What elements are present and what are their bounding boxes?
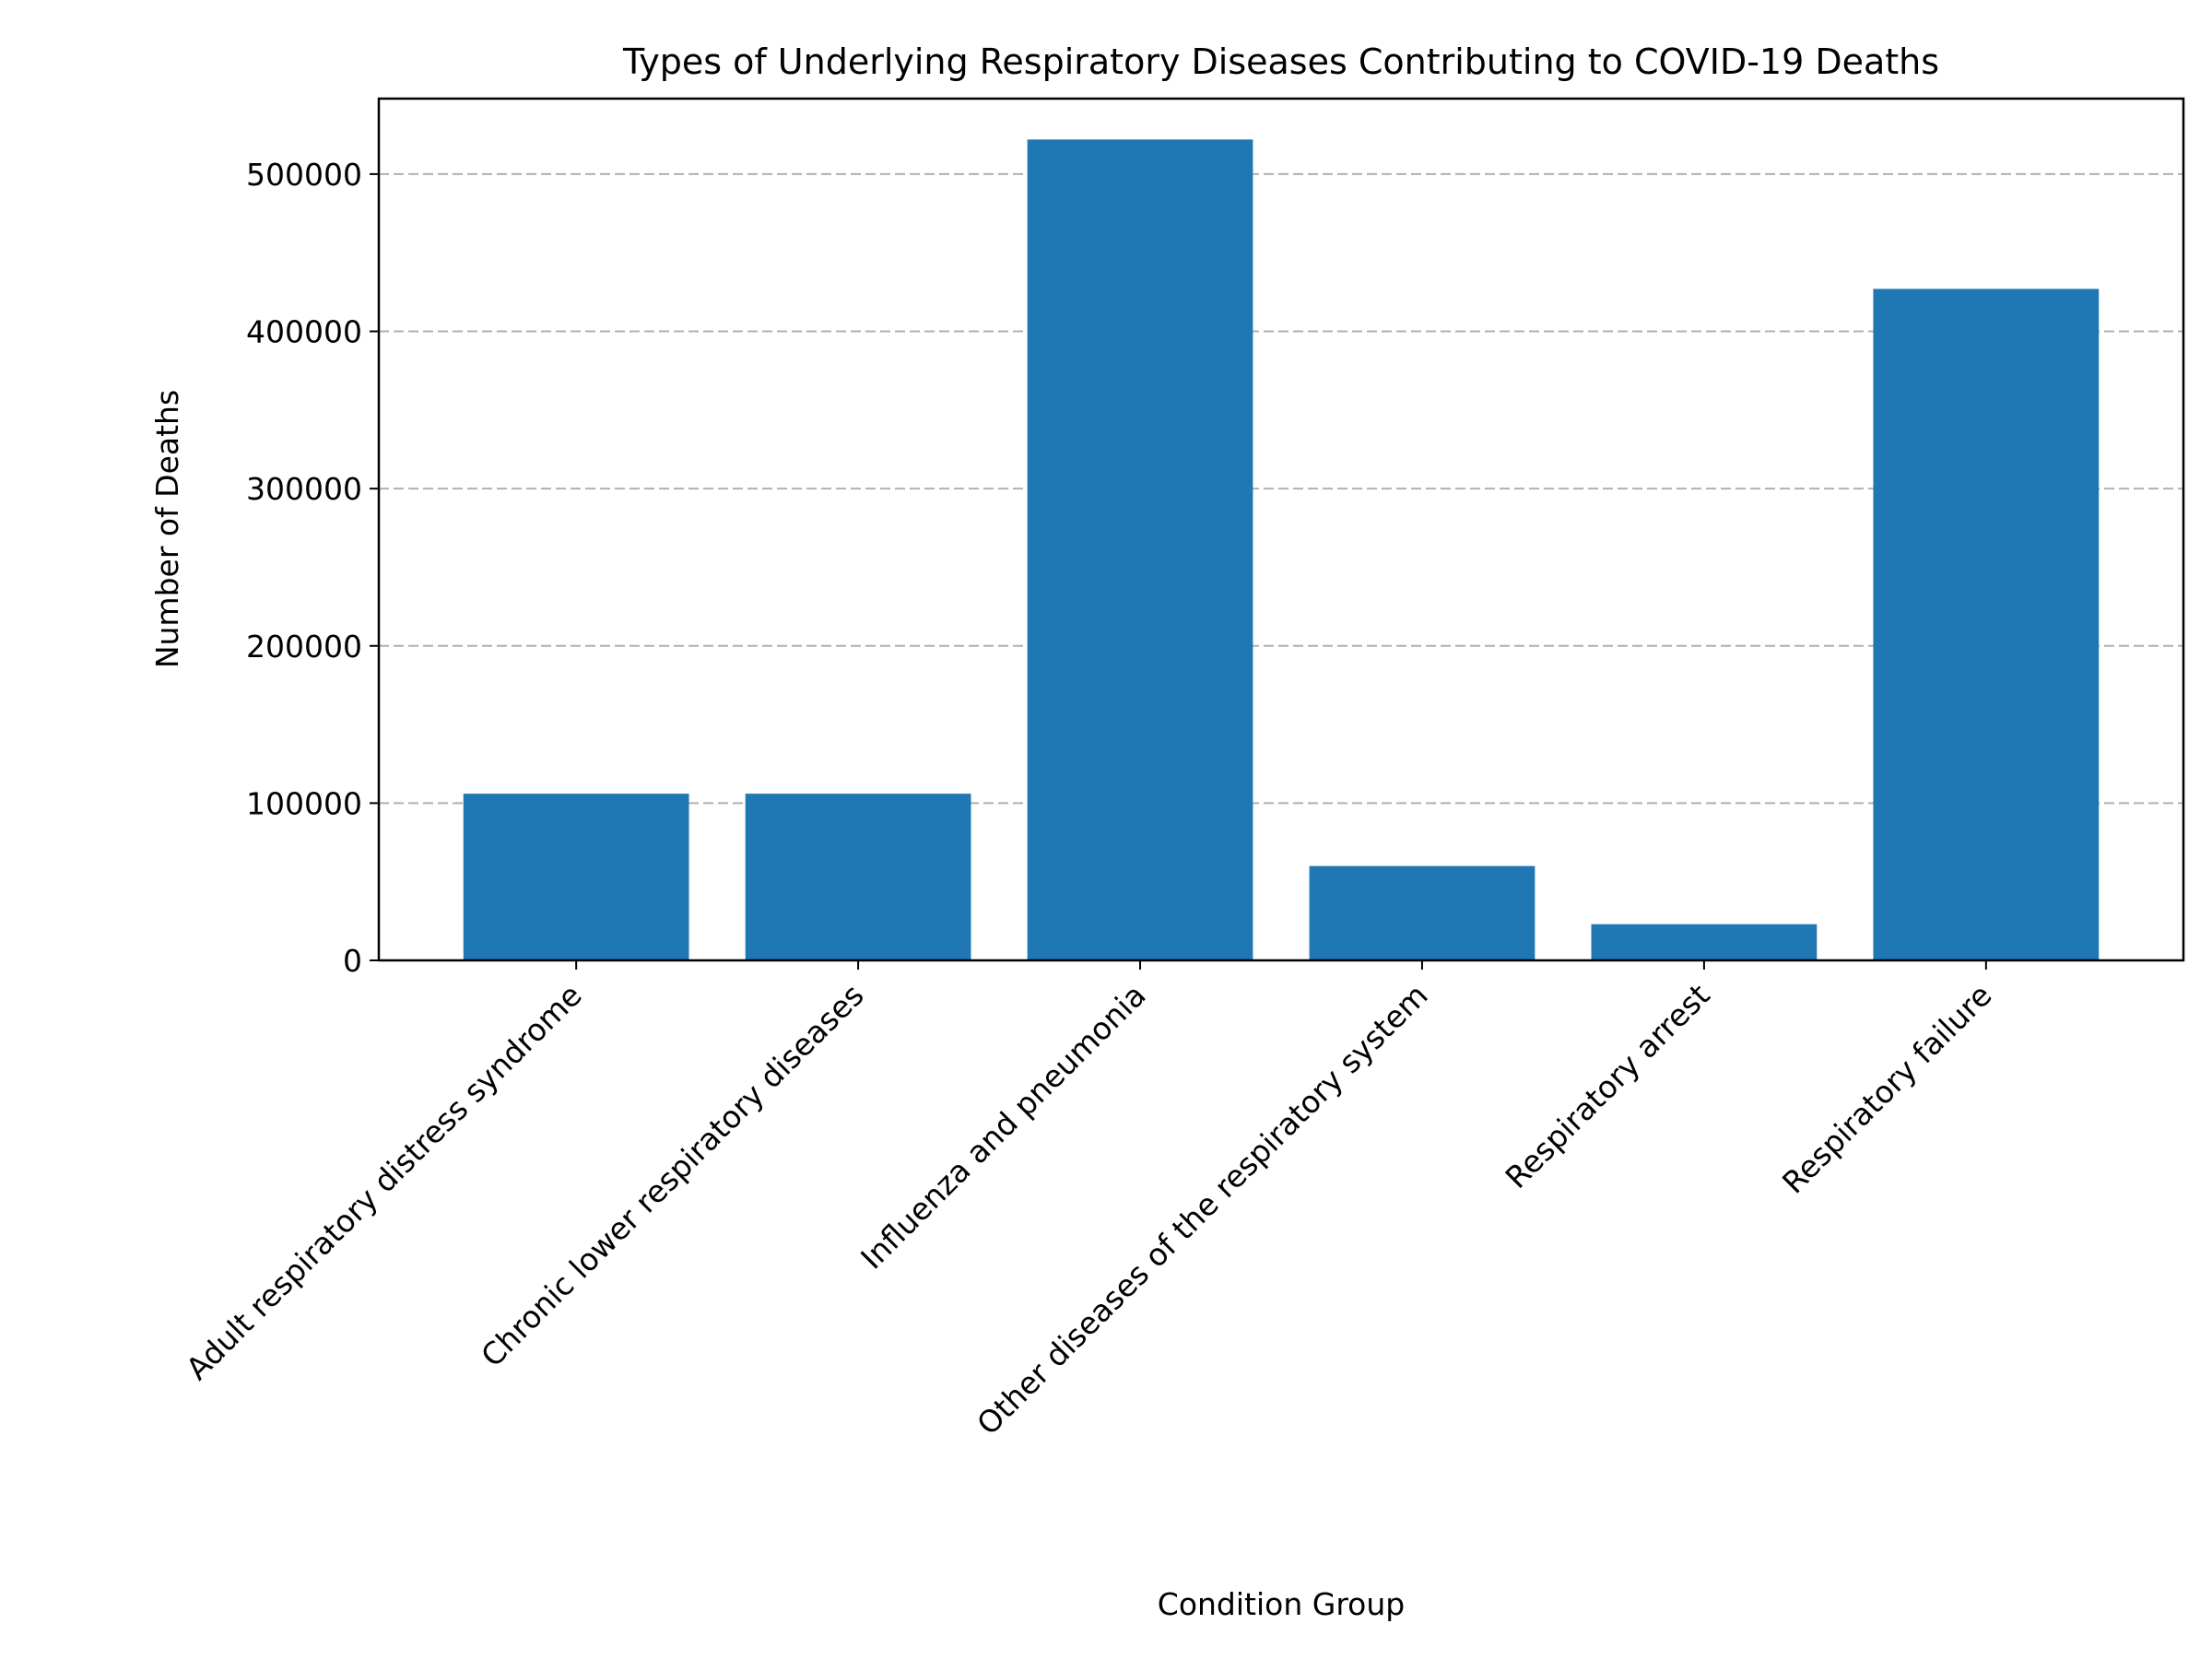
y-tick-label-3: 300000 [246, 471, 362, 507]
bar-0 [463, 794, 689, 960]
y-axis-ticks: 0 100000 200000 300000 400000 500000 [246, 157, 379, 979]
bars [463, 139, 2100, 960]
bar-4 [1591, 924, 1818, 960]
bar-5 [1873, 288, 2100, 960]
x-axis-ticks: Adult respiratory distress syndromeChron… [179, 960, 1999, 1442]
plot-frame [377, 97, 2185, 962]
x-axis-label: Condition Group [1158, 1586, 1405, 1622]
x-tick-label-4: Respiratory arrest [1499, 977, 1717, 1195]
bar-3 [1309, 865, 1535, 960]
x-tick-label-5: Respiratory failure [1775, 977, 1998, 1200]
bar-1 [745, 794, 971, 960]
y-tick-label-4: 400000 [246, 314, 362, 350]
bar-2 [1027, 139, 1253, 960]
y-tick-label-1: 100000 [246, 785, 362, 821]
y-tick-label-5: 500000 [246, 157, 362, 193]
chart-title: Types of Underlying Respiratory Diseases… [622, 41, 1939, 82]
x-tick-label-2: Influenza and pneumonia [853, 977, 1152, 1276]
y-axis-label: Number of Deaths [149, 390, 185, 668]
y-tick-label-2: 200000 [246, 629, 362, 665]
x-tick-label-3: Other diseases of the respiratory system [970, 977, 1434, 1441]
y-tick-label-0: 0 [343, 943, 362, 979]
